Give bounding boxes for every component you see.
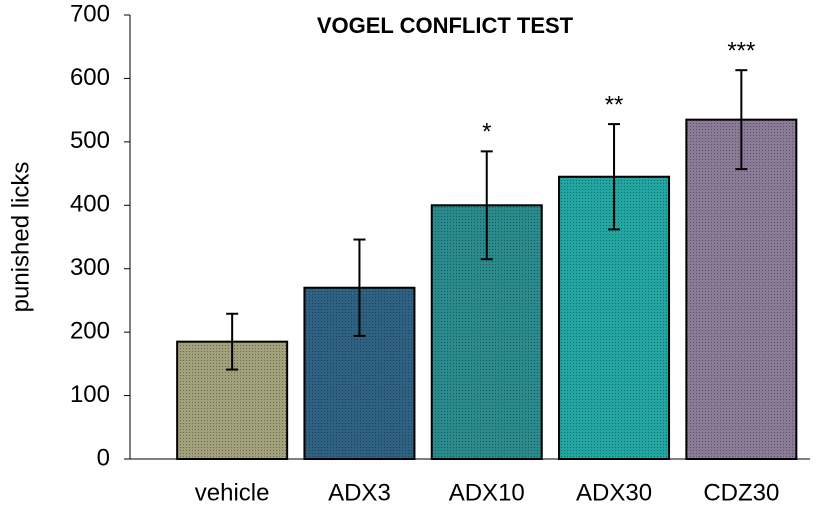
y-tick-label: 100 [70, 381, 110, 408]
bar-texture [686, 119, 797, 460]
x-tick-label: vehicle [195, 479, 270, 506]
y-tick-label: 400 [70, 191, 110, 218]
y-tick-label: 300 [70, 254, 110, 281]
y-tick-label: 600 [70, 64, 110, 91]
y-axis-label: punished licks [7, 162, 34, 313]
x-tick-label: ADX10 [449, 479, 525, 506]
significance-label: *** [727, 38, 755, 65]
chart-title: VOGEL CONFLICT TEST [317, 13, 574, 38]
y-tick-label: 700 [70, 0, 110, 27]
significance-label: ** [605, 91, 624, 118]
x-tick-label: CDZ30 [703, 479, 779, 506]
x-tick-label: ADX30 [576, 479, 652, 506]
significance-label: * [482, 119, 491, 146]
y-tick-label: 0 [97, 444, 110, 471]
x-tick-label: ADX3 [328, 479, 391, 506]
y-tick-label: 200 [70, 317, 110, 344]
y-tick-label: 500 [70, 127, 110, 154]
